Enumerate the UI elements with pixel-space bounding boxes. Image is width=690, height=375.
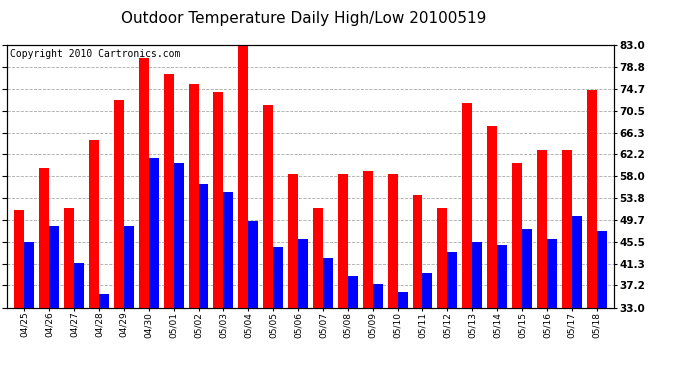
Bar: [74, 263, 84, 308]
Text: Copyright 2010 Cartronics.com: Copyright 2010 Cartronics.com: [10, 49, 180, 59]
Bar: [413, 195, 422, 308]
Bar: [263, 105, 273, 308]
Bar: [562, 150, 572, 308]
Bar: [512, 163, 522, 308]
Bar: [363, 171, 373, 308]
Bar: [323, 258, 333, 307]
Bar: [49, 226, 59, 308]
Bar: [273, 247, 283, 308]
Bar: [149, 158, 159, 308]
Bar: [298, 239, 308, 308]
Bar: [586, 90, 597, 308]
Bar: [373, 284, 383, 308]
Bar: [114, 100, 124, 308]
Bar: [522, 229, 532, 308]
Bar: [437, 208, 447, 308]
Bar: [597, 231, 607, 308]
Bar: [124, 226, 134, 308]
Bar: [24, 242, 34, 308]
Bar: [462, 103, 472, 308]
Bar: [139, 58, 149, 308]
Bar: [472, 242, 482, 308]
Bar: [288, 174, 298, 308]
Bar: [547, 239, 557, 308]
Bar: [89, 140, 99, 308]
Bar: [487, 126, 497, 308]
Bar: [64, 208, 74, 308]
Bar: [348, 276, 358, 308]
Bar: [248, 221, 258, 308]
Bar: [497, 244, 507, 308]
Bar: [164, 74, 174, 308]
Bar: [99, 294, 109, 307]
Bar: [313, 208, 323, 308]
Bar: [572, 216, 582, 308]
Bar: [397, 292, 408, 308]
Bar: [188, 84, 199, 308]
Bar: [537, 150, 547, 308]
Bar: [338, 174, 348, 308]
Bar: [224, 192, 233, 308]
Bar: [39, 168, 49, 308]
Text: Outdoor Temperature Daily High/Low 20100519: Outdoor Temperature Daily High/Low 20100…: [121, 11, 486, 26]
Bar: [14, 210, 24, 308]
Bar: [174, 163, 184, 308]
Bar: [388, 174, 397, 308]
Bar: [422, 273, 433, 308]
Bar: [447, 252, 457, 308]
Bar: [213, 92, 224, 308]
Bar: [199, 184, 208, 308]
Bar: [238, 45, 248, 308]
